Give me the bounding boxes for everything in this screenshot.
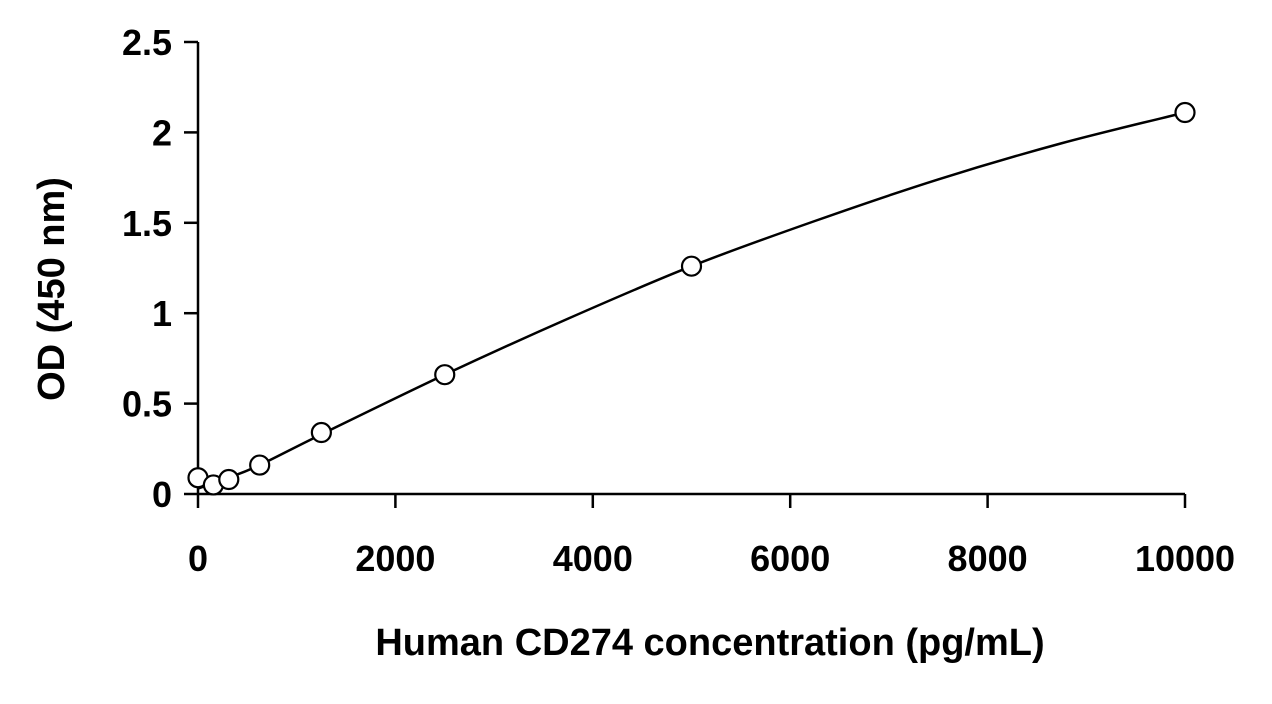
data-points-layer bbox=[187, 101, 1196, 496]
x-tick-label: 2000 bbox=[355, 538, 435, 579]
data-point bbox=[434, 364, 456, 386]
x-tick-label: 6000 bbox=[750, 538, 830, 579]
y-tick-label: 2 bbox=[152, 112, 172, 153]
y-tick-label: 2.5 bbox=[122, 22, 172, 63]
x-tick-label: 4000 bbox=[553, 538, 633, 579]
fit-curve-layer bbox=[197, 111, 1186, 490]
x-tick-label: 0 bbox=[188, 538, 208, 579]
x-tick-label: 10000 bbox=[1135, 538, 1235, 579]
data-point bbox=[218, 468, 240, 491]
axes bbox=[184, 40, 1187, 508]
y-axis-title: OD (450 nm) bbox=[31, 177, 73, 401]
data-point bbox=[310, 421, 332, 444]
data-point bbox=[680, 255, 703, 277]
y-tick-label: 0.5 bbox=[122, 384, 172, 425]
y-tick-label: 1 bbox=[152, 293, 172, 334]
data-point bbox=[249, 454, 271, 476]
y-tick-label: 0 bbox=[152, 474, 172, 515]
y-tick-label: 1.5 bbox=[122, 203, 172, 244]
x-tick-label: 8000 bbox=[948, 538, 1028, 579]
tick-labels-layer: 0 0.5 1 1.5 2 2.5 0 2000 4000 6000 8000 10000 bbox=[122, 22, 1235, 579]
fit-curve bbox=[197, 111, 1186, 490]
x-axis-title: Human CD274 concentration (pg/mL) bbox=[375, 622, 1044, 664]
data-point bbox=[1174, 101, 1196, 124]
